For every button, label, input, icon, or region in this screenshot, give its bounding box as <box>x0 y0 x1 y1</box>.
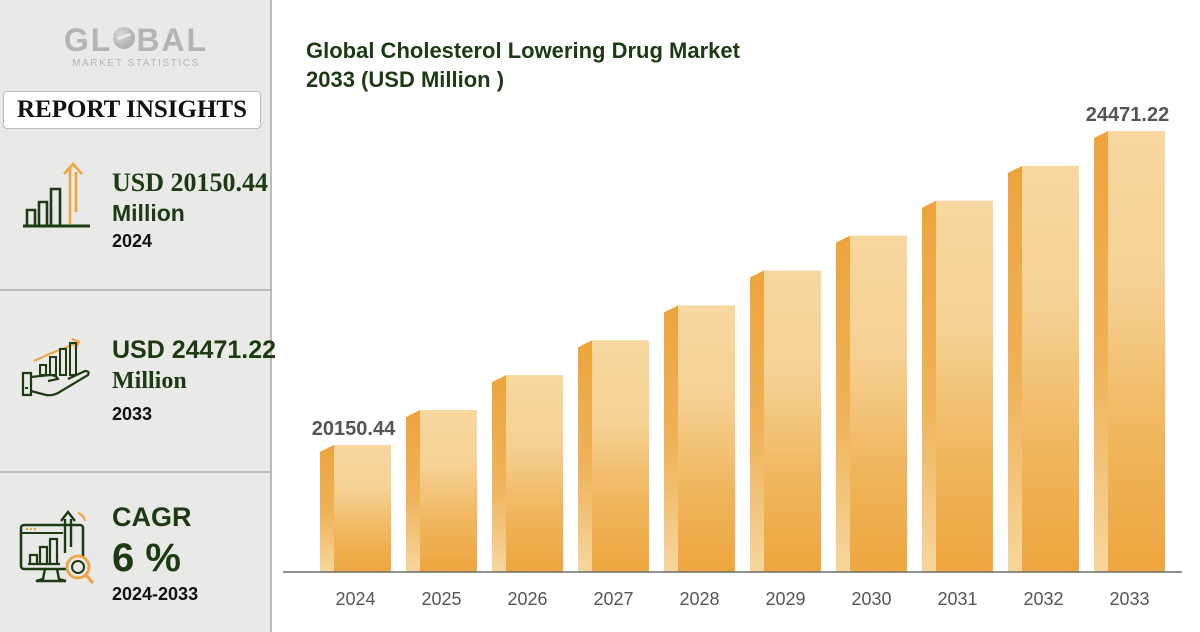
bar-front-2027 <box>592 340 649 572</box>
unit-2024: Million <box>112 200 185 226</box>
monitor-chart-magnifier-icon <box>18 509 96 598</box>
insight-card-cagr: CAGR 6 % 2024-2033 <box>0 473 272 632</box>
global-market-statistics-logo: GL BAL MARKET STATISTICS <box>0 22 272 70</box>
bar-front-2032 <box>1022 165 1079 572</box>
bar-side-2033 <box>1094 131 1108 572</box>
bar-2028 <box>664 305 735 572</box>
bar-side-2025 <box>406 409 420 572</box>
x-tick-label-2030: 2030 <box>851 589 891 609</box>
x-tick-label-2028: 2028 <box>679 589 719 609</box>
insight-card-2024-value: USD 20150.44 Million 2024 <box>0 150 272 290</box>
x-tick-label-2024: 2024 <box>335 589 375 609</box>
bar-2025 <box>406 409 477 572</box>
logo-subtitle: MARKET STATISTICS <box>72 58 200 69</box>
report-insights-sidebar: GL BAL MARKET STATISTICS REPORT INSIGHTS … <box>0 0 276 632</box>
bar-front-2025 <box>420 409 477 572</box>
logo-word-right: BAL <box>136 22 209 58</box>
bar-front-2030 <box>850 235 907 572</box>
x-tick-label-2025: 2025 <box>421 589 461 609</box>
year-2024: 2024 <box>112 231 153 251</box>
bar-2030 <box>836 235 907 572</box>
bar-2024 <box>320 444 391 572</box>
bar-side-2026 <box>492 375 506 572</box>
bar-front-2026 <box>506 375 563 572</box>
bar-front-2024 <box>334 444 391 572</box>
cagr-period: 2024-2033 <box>112 584 199 604</box>
data-labels: 20150.44 24471.22 <box>312 104 1169 440</box>
bar-side-2029 <box>750 270 764 572</box>
logo-word-left: GL <box>63 22 113 58</box>
bar-2027 <box>578 340 649 572</box>
year-2033: 2033 <box>112 404 153 424</box>
cagr-value: 6 % <box>112 536 181 580</box>
data-label-2033: 24471.22 <box>1086 104 1169 126</box>
cagr-label: CAGR <box>112 502 192 532</box>
chart-title: Global Cholesterol Lowering Drug Market <box>306 38 740 63</box>
unit-2033: Million <box>112 368 187 394</box>
x-tick-labels: 2024 2025 2026 2027 2028 2029 2030 2031 2032 2033 <box>335 589 1149 609</box>
x-tick-label-2026: 2026 <box>507 589 547 609</box>
globe-icon <box>113 27 136 49</box>
chart-subtitle: 2033 (USD Million ) <box>306 67 505 92</box>
x-tick-label-2027: 2027 <box>593 589 633 609</box>
bar-side-2030 <box>836 235 850 572</box>
x-tick-label-2032: 2032 <box>1023 589 1063 609</box>
data-label-2024: 20150.44 <box>312 418 396 440</box>
bar-2026 <box>492 375 563 572</box>
bar-2032 <box>1008 165 1079 572</box>
chart-title-block: Global Cholesterol Lowering Drug Market … <box>306 36 740 94</box>
bar-front-2031 <box>936 200 993 572</box>
bar-side-2032 <box>1008 165 1022 572</box>
bar-side-2031 <box>922 200 936 572</box>
report-insights-heading: REPORT INSIGHTS <box>3 91 261 129</box>
bar-side-2024 <box>320 444 334 572</box>
bar-front-2028 <box>678 305 735 572</box>
bar-side-2028 <box>664 305 678 572</box>
value-2033: USD 24471.22 <box>112 336 277 364</box>
card-divider <box>0 471 272 473</box>
bar-chart-arrow-up-icon <box>18 160 92 235</box>
x-tick-label-2029: 2029 <box>765 589 805 609</box>
insight-card-2033-value: USD 24471.22 Million 2033 <box>0 291 276 472</box>
bar-side-2027 <box>578 340 592 572</box>
bar-2033 <box>1094 131 1165 572</box>
bar-2031 <box>922 200 993 572</box>
hand-holding-chart-icon <box>20 335 94 406</box>
card-divider <box>0 289 272 291</box>
bars-group <box>320 131 1165 572</box>
x-tick-label-2033: 2033 <box>1109 589 1149 609</box>
bar-2029 <box>750 270 821 572</box>
x-tick-label-2031: 2031 <box>937 589 977 609</box>
bar-front-2033 <box>1108 131 1165 572</box>
bar-front-2029 <box>764 270 821 572</box>
value-2024: USD 20150.44 <box>112 168 269 197</box>
